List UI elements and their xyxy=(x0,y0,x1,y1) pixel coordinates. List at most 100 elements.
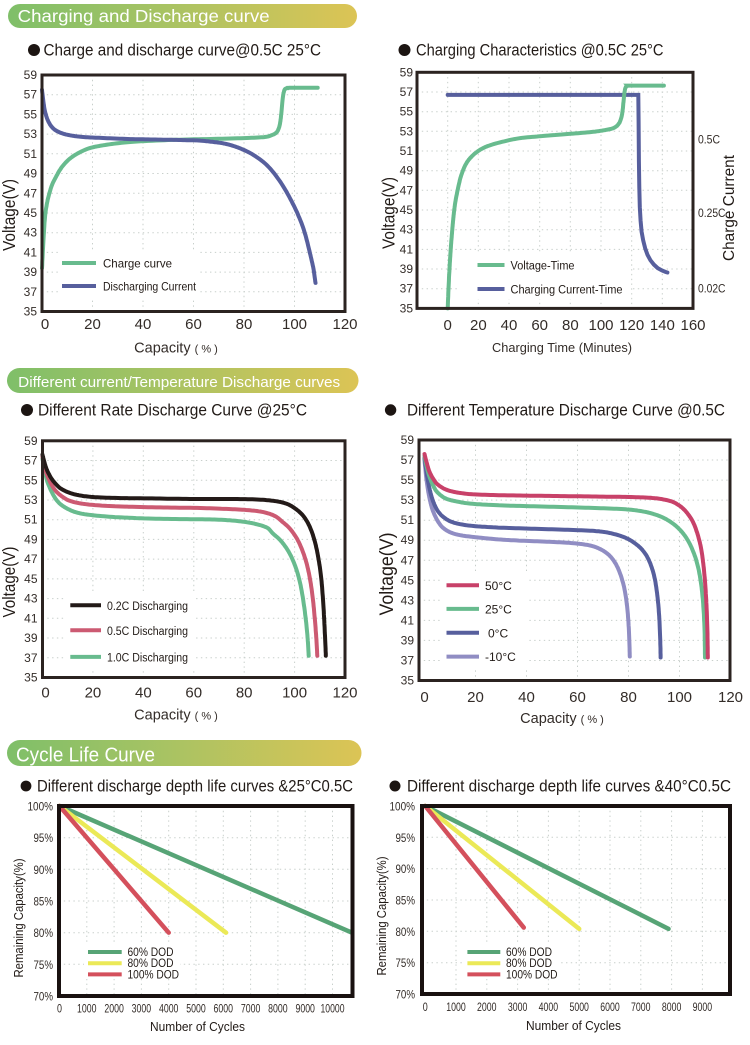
svg-text:0: 0 xyxy=(41,316,49,333)
svg-text:43: 43 xyxy=(400,223,414,237)
svg-text:Capacity ( % ): Capacity ( % ) xyxy=(520,711,604,727)
svg-text:Number of Cycles: Number of Cycles xyxy=(526,1019,621,1033)
svg-text:59: 59 xyxy=(24,434,38,448)
svg-text:55: 55 xyxy=(24,107,38,121)
svg-text:75%: 75% xyxy=(34,958,54,972)
svg-text:Number of Cycles: Number of Cycles xyxy=(150,1020,245,1034)
svg-text:Different Temperature Discharg: Different Temperature Discharge Curve @0… xyxy=(407,401,725,420)
svg-text:Charging Time (Minutes): Charging Time (Minutes) xyxy=(492,340,632,355)
svg-text:45: 45 xyxy=(24,572,38,586)
svg-text:Different discharge depth life: Different discharge depth life curves &2… xyxy=(37,777,353,796)
svg-text:0.5C: 0.5C xyxy=(698,133,720,147)
svg-text:0°C: 0°C xyxy=(488,626,508,640)
svg-text:100% DOD: 100% DOD xyxy=(128,969,180,981)
svg-text:3000: 3000 xyxy=(508,1000,528,1014)
svg-text:49: 49 xyxy=(401,533,415,547)
svg-text:80: 80 xyxy=(236,685,253,702)
svg-text:8000: 8000 xyxy=(662,1000,682,1014)
svg-text:55: 55 xyxy=(400,105,414,119)
svg-text:100% DOD: 100% DOD xyxy=(506,969,558,981)
svg-text:57: 57 xyxy=(400,85,414,99)
svg-text:80% DOD: 80% DOD xyxy=(506,958,552,970)
svg-text:85%: 85% xyxy=(396,894,416,908)
svg-text:37: 37 xyxy=(400,282,414,296)
svg-text:8000: 8000 xyxy=(268,1002,288,1016)
svg-text:Remaining Capacity(%): Remaining Capacity(%) xyxy=(11,859,26,978)
svg-text:90%: 90% xyxy=(396,862,416,876)
svg-text:60: 60 xyxy=(185,685,202,702)
svg-text:53: 53 xyxy=(401,493,415,507)
svg-text:100: 100 xyxy=(667,689,692,706)
svg-text:43: 43 xyxy=(401,593,415,607)
svg-text:Remaining Capacity(%): Remaining Capacity(%) xyxy=(374,857,389,976)
svg-text:5000: 5000 xyxy=(569,1000,589,1014)
svg-text:100: 100 xyxy=(282,316,307,333)
svg-text:95%: 95% xyxy=(34,831,54,845)
svg-text:0.02C: 0.02C xyxy=(698,282,726,296)
svg-text:120: 120 xyxy=(619,317,644,334)
svg-text:39: 39 xyxy=(401,633,415,647)
svg-text:Charge and discharge curve@0.5: Charge and discharge curve@0.5C 25°C xyxy=(44,41,322,60)
svg-text:80: 80 xyxy=(620,689,637,706)
svg-text:41: 41 xyxy=(401,613,415,627)
svg-text:120: 120 xyxy=(718,689,743,706)
svg-text:4000: 4000 xyxy=(159,1002,179,1016)
svg-text:80%: 80% xyxy=(34,926,54,940)
svg-text:39: 39 xyxy=(400,262,414,276)
svg-text:37: 37 xyxy=(24,651,38,665)
svg-text:59: 59 xyxy=(401,433,415,447)
svg-text:35: 35 xyxy=(24,671,38,685)
svg-text:Voltage(V): Voltage(V) xyxy=(376,533,398,616)
svg-text:49: 49 xyxy=(400,164,414,178)
svg-text:53: 53 xyxy=(400,124,414,138)
svg-text:39: 39 xyxy=(24,265,38,279)
svg-text:41: 41 xyxy=(24,245,38,259)
svg-text:0.25C: 0.25C xyxy=(698,206,726,220)
svg-text:Charge Current: Charge Current xyxy=(721,154,738,261)
svg-text:20: 20 xyxy=(85,685,102,702)
svg-text:Charging Current-Time: Charging Current-Time xyxy=(511,285,623,297)
svg-text:7000: 7000 xyxy=(631,1000,651,1014)
svg-text:140: 140 xyxy=(650,317,675,334)
svg-text:100: 100 xyxy=(282,685,307,702)
svg-text:25°C: 25°C xyxy=(485,602,512,616)
svg-text:5000: 5000 xyxy=(186,1002,206,1016)
svg-text:3000: 3000 xyxy=(132,1002,152,1016)
svg-text:47: 47 xyxy=(24,186,38,200)
svg-text:41: 41 xyxy=(400,242,414,256)
svg-text:120: 120 xyxy=(332,685,357,702)
svg-text:35: 35 xyxy=(400,301,414,315)
svg-text:37: 37 xyxy=(401,653,415,667)
svg-text:0.2C Discharging: 0.2C Discharging xyxy=(107,601,188,613)
svg-text:7000: 7000 xyxy=(241,1002,261,1016)
svg-text:80: 80 xyxy=(562,317,579,334)
svg-text:55: 55 xyxy=(24,473,38,487)
svg-text:40: 40 xyxy=(518,689,535,706)
svg-text:1000: 1000 xyxy=(77,1002,97,1016)
svg-text:6000: 6000 xyxy=(600,1000,620,1014)
svg-text:43: 43 xyxy=(24,226,38,240)
svg-text:20: 20 xyxy=(84,316,101,333)
svg-text:41: 41 xyxy=(24,611,38,625)
svg-text:Voltage(V): Voltage(V) xyxy=(0,547,19,618)
svg-text:Different current/Temperature: Different current/Temperature Discharge … xyxy=(18,374,340,391)
svg-text:51: 51 xyxy=(24,513,38,527)
svg-text:Charging and Discharge curve: Charging and Discharge curve xyxy=(18,6,270,26)
svg-text:Cycle Life Curve: Cycle Life Curve xyxy=(16,744,155,766)
svg-text:95%: 95% xyxy=(396,831,416,845)
svg-text:60: 60 xyxy=(569,689,586,706)
svg-text:53: 53 xyxy=(24,127,38,141)
svg-text:70%: 70% xyxy=(396,988,416,1002)
svg-text:40: 40 xyxy=(135,685,152,702)
svg-text:10000: 10000 xyxy=(321,1002,345,1016)
svg-text:50°C: 50°C xyxy=(485,579,512,593)
svg-text:57: 57 xyxy=(24,454,38,468)
svg-text:60: 60 xyxy=(531,317,548,334)
svg-text:60% DOD: 60% DOD xyxy=(506,947,552,959)
svg-text:39: 39 xyxy=(24,631,38,645)
svg-text:Discharging Current: Discharging Current xyxy=(103,280,197,294)
svg-text:4000: 4000 xyxy=(539,1000,559,1014)
svg-text:100%: 100% xyxy=(390,800,416,814)
svg-text:35: 35 xyxy=(24,305,38,319)
svg-text:Voltage-Time: Voltage-Time xyxy=(511,261,575,273)
